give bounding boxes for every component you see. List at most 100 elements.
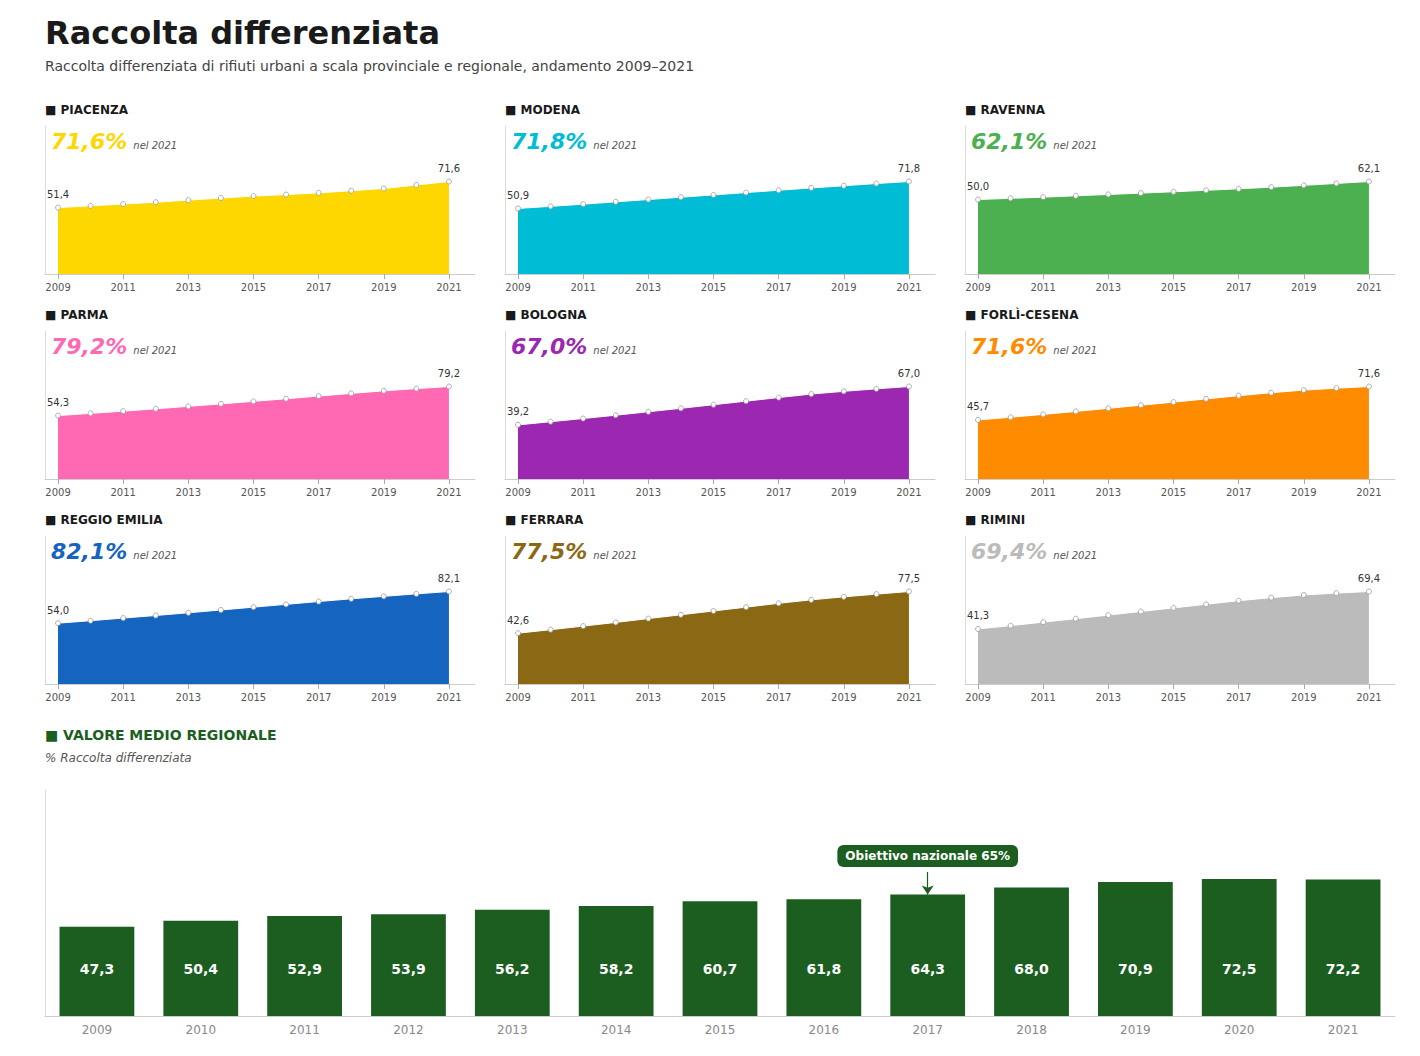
svg-text:2017: 2017 bbox=[912, 1023, 943, 1037]
svg-text:68,0: 68,0 bbox=[1014, 961, 1049, 977]
svg-text:2019: 2019 bbox=[1291, 487, 1316, 498]
svg-text:2019: 2019 bbox=[371, 282, 396, 293]
svg-text:2019: 2019 bbox=[1291, 692, 1316, 703]
svg-text:2021: 2021 bbox=[896, 487, 921, 498]
svg-text:2021: 2021 bbox=[1356, 692, 1381, 703]
svg-text:2017: 2017 bbox=[306, 692, 331, 703]
svg-text:54,3: 54,3 bbox=[47, 397, 69, 408]
svg-text:79,2%: 79,2% bbox=[51, 334, 127, 359]
svg-text:39,2: 39,2 bbox=[507, 406, 529, 417]
svg-text:56,2: 56,2 bbox=[495, 961, 530, 977]
svg-text:2019: 2019 bbox=[1120, 1023, 1151, 1037]
svg-text:50,4: 50,4 bbox=[183, 961, 218, 977]
svg-text:2021: 2021 bbox=[896, 692, 921, 703]
svg-text:■ VALORE MEDIO REGIONALE: ■ VALORE MEDIO REGIONALE bbox=[45, 727, 276, 743]
svg-text:2015: 2015 bbox=[241, 692, 266, 703]
svg-text:2021: 2021 bbox=[1328, 1023, 1359, 1037]
svg-text:52,9: 52,9 bbox=[287, 961, 322, 977]
svg-text:■ REGGIO EMILIA: ■ REGGIO EMILIA bbox=[45, 513, 163, 527]
svg-text:2015: 2015 bbox=[701, 487, 726, 498]
svg-text:2017: 2017 bbox=[306, 487, 331, 498]
svg-text:2021: 2021 bbox=[896, 282, 921, 293]
svg-text:nel 2021: nel 2021 bbox=[133, 140, 177, 151]
svg-text:2019: 2019 bbox=[371, 692, 396, 703]
svg-text:2021: 2021 bbox=[1356, 282, 1381, 293]
svg-text:2015: 2015 bbox=[1161, 487, 1186, 498]
svg-text:2015: 2015 bbox=[1161, 282, 1186, 293]
svg-text:47,3: 47,3 bbox=[80, 961, 115, 977]
svg-text:2012: 2012 bbox=[393, 1023, 424, 1037]
svg-text:2019: 2019 bbox=[1291, 282, 1316, 293]
svg-text:2011: 2011 bbox=[570, 487, 595, 498]
svg-text:45,7: 45,7 bbox=[967, 401, 989, 412]
svg-text:71,6%: 71,6% bbox=[51, 129, 127, 154]
svg-text:2020: 2020 bbox=[1224, 1023, 1255, 1037]
svg-text:2009: 2009 bbox=[965, 282, 990, 293]
svg-text:nel 2021: nel 2021 bbox=[1053, 345, 1097, 356]
svg-text:nel 2021: nel 2021 bbox=[593, 550, 637, 561]
svg-text:2019: 2019 bbox=[831, 487, 856, 498]
svg-text:70,9: 70,9 bbox=[1118, 961, 1153, 977]
svg-text:61,8: 61,8 bbox=[807, 961, 842, 977]
svg-text:69,4: 69,4 bbox=[1358, 573, 1380, 584]
svg-text:62,1%: 62,1% bbox=[971, 129, 1047, 154]
svg-text:■ RAVENNA: ■ RAVENNA bbox=[965, 103, 1046, 117]
svg-text:2009: 2009 bbox=[965, 692, 990, 703]
svg-text:50,0: 50,0 bbox=[967, 181, 989, 192]
svg-text:nel 2021: nel 2021 bbox=[593, 345, 637, 356]
svg-text:2009: 2009 bbox=[82, 1023, 113, 1037]
svg-text:nel 2021: nel 2021 bbox=[1053, 140, 1097, 151]
svg-text:72,5: 72,5 bbox=[1222, 961, 1257, 977]
svg-text:2010: 2010 bbox=[185, 1023, 216, 1037]
svg-text:2015: 2015 bbox=[701, 692, 726, 703]
svg-text:2009: 2009 bbox=[45, 487, 70, 498]
svg-text:Raccolta differenziata: Raccolta differenziata bbox=[45, 14, 440, 52]
svg-text:% Raccolta differenziata: % Raccolta differenziata bbox=[45, 751, 192, 765]
svg-text:60,7: 60,7 bbox=[703, 961, 738, 977]
svg-text:2011: 2011 bbox=[289, 1023, 320, 1037]
svg-text:2019: 2019 bbox=[831, 692, 856, 703]
svg-text:2013: 2013 bbox=[1096, 282, 1121, 293]
svg-text:nel 2021: nel 2021 bbox=[593, 140, 637, 151]
svg-text:2013: 2013 bbox=[1096, 487, 1121, 498]
svg-text:2021: 2021 bbox=[436, 692, 461, 703]
svg-text:2021: 2021 bbox=[436, 282, 461, 293]
svg-text:2009: 2009 bbox=[505, 692, 530, 703]
svg-text:2015: 2015 bbox=[241, 487, 266, 498]
svg-text:2021: 2021 bbox=[436, 487, 461, 498]
svg-text:■ RIMINI: ■ RIMINI bbox=[965, 513, 1025, 527]
svg-text:2021: 2021 bbox=[1356, 487, 1381, 498]
svg-text:2013: 2013 bbox=[1096, 692, 1121, 703]
svg-text:2009: 2009 bbox=[45, 282, 70, 293]
svg-text:2009: 2009 bbox=[45, 692, 70, 703]
svg-text:82,1: 82,1 bbox=[438, 573, 460, 584]
svg-text:■ PIACENZA: ■ PIACENZA bbox=[45, 103, 129, 117]
svg-text:Obiettivo nazionale 65%: Obiettivo nazionale 65% bbox=[845, 849, 1010, 863]
svg-text:71,8%: 71,8% bbox=[511, 129, 587, 154]
svg-text:67,0%: 67,0% bbox=[511, 334, 587, 359]
svg-text:2013: 2013 bbox=[636, 692, 661, 703]
svg-text:2011: 2011 bbox=[1030, 692, 1055, 703]
svg-text:2015: 2015 bbox=[701, 282, 726, 293]
svg-text:53,9: 53,9 bbox=[391, 961, 426, 977]
svg-text:2015: 2015 bbox=[1161, 692, 1186, 703]
svg-text:nel 2021: nel 2021 bbox=[133, 550, 177, 561]
svg-text:■ FERRARA: ■ FERRARA bbox=[505, 513, 584, 527]
svg-text:54,0: 54,0 bbox=[47, 605, 69, 616]
svg-text:2011: 2011 bbox=[570, 282, 595, 293]
svg-text:71,6: 71,6 bbox=[438, 163, 460, 174]
svg-text:2011: 2011 bbox=[110, 487, 135, 498]
svg-text:2016: 2016 bbox=[809, 1023, 840, 1037]
svg-text:64,3: 64,3 bbox=[910, 961, 945, 977]
svg-text:2013: 2013 bbox=[176, 692, 201, 703]
svg-text:71,6: 71,6 bbox=[1358, 368, 1380, 379]
svg-text:2009: 2009 bbox=[965, 487, 990, 498]
svg-text:2013: 2013 bbox=[176, 487, 201, 498]
svg-text:82,1%: 82,1% bbox=[51, 539, 127, 564]
svg-text:2013: 2013 bbox=[636, 282, 661, 293]
svg-text:2013: 2013 bbox=[176, 282, 201, 293]
svg-text:nel 2021: nel 2021 bbox=[133, 345, 177, 356]
svg-text:2009: 2009 bbox=[505, 282, 530, 293]
svg-text:2017: 2017 bbox=[766, 487, 791, 498]
svg-text:71,6%: 71,6% bbox=[971, 334, 1047, 359]
